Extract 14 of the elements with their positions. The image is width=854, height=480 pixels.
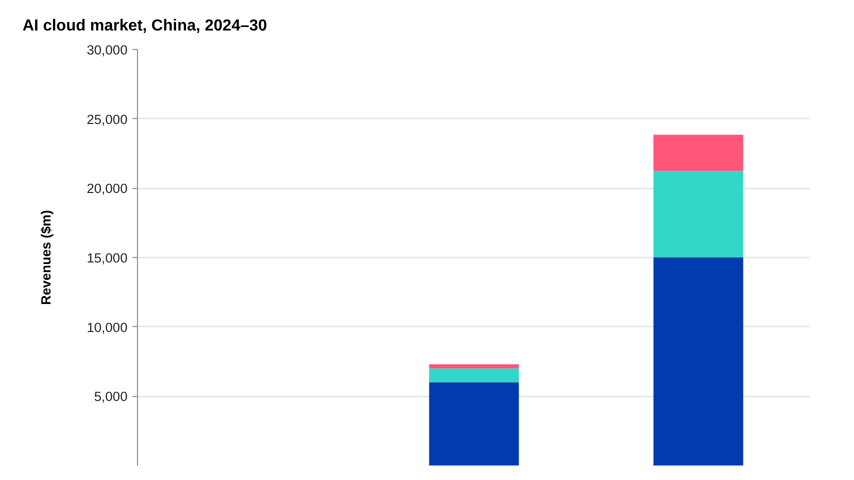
- bar: [653, 134, 744, 171]
- chart-title: AI cloud market, China, 2024–30: [22, 18, 268, 34]
- bar: [653, 258, 744, 466]
- y-axis-title: Revenues ($m): [38, 210, 54, 305]
- bar: [429, 364, 519, 368]
- y-tick-label: 25,000: [86, 112, 128, 127]
- bar: [429, 382, 519, 466]
- y-tick-label: 10,000: [86, 320, 128, 335]
- bar: [429, 368, 519, 382]
- y-tick-label: 5,000: [94, 389, 128, 404]
- bar: [653, 170, 744, 258]
- y-tick-label: 15,000: [86, 250, 128, 266]
- y-tick-label: 30,000: [86, 42, 128, 58]
- y-tick-label: 20,000: [86, 181, 128, 196]
